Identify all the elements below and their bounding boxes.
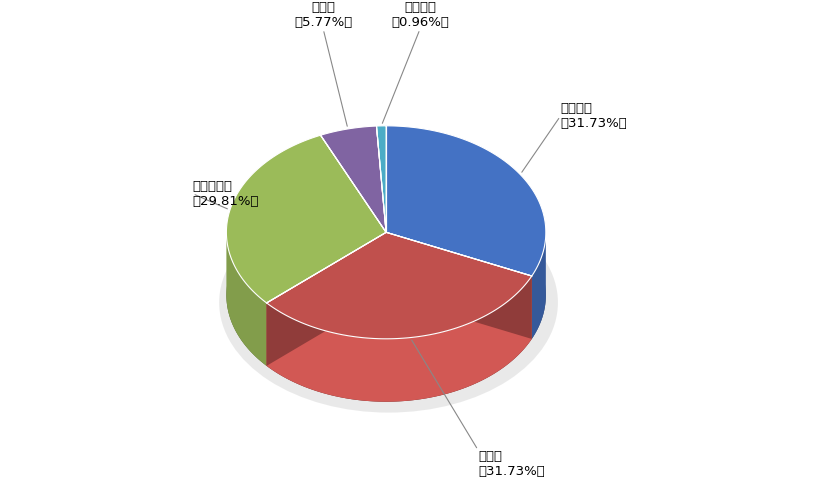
Polygon shape: [227, 232, 266, 366]
Text: 夫婦と子供
（29.81%）: 夫婦と子供 （29.81%）: [192, 180, 259, 208]
Polygon shape: [376, 189, 386, 295]
Text: その他
（5.77%）: その他 （5.77%）: [294, 1, 352, 29]
Polygon shape: [321, 189, 386, 295]
Text: 夫婦と親
（0.96%）: 夫婦と親 （0.96%）: [391, 1, 449, 29]
Polygon shape: [321, 126, 386, 232]
Polygon shape: [386, 126, 546, 276]
Polygon shape: [532, 232, 546, 339]
Polygon shape: [386, 232, 532, 339]
Polygon shape: [386, 232, 532, 339]
Polygon shape: [266, 232, 386, 366]
Polygon shape: [266, 276, 532, 402]
Polygon shape: [376, 126, 386, 232]
Polygon shape: [227, 135, 386, 303]
Text: 夫婦のみ
（31.73%）: 夫婦のみ （31.73%）: [560, 102, 627, 130]
Ellipse shape: [227, 189, 546, 402]
Polygon shape: [266, 232, 386, 366]
Polygon shape: [386, 189, 546, 339]
Text: 単身者
（31.73%）: 単身者 （31.73%）: [478, 450, 545, 478]
Ellipse shape: [219, 192, 558, 412]
Polygon shape: [227, 198, 386, 366]
Polygon shape: [266, 295, 532, 402]
Polygon shape: [266, 232, 532, 339]
